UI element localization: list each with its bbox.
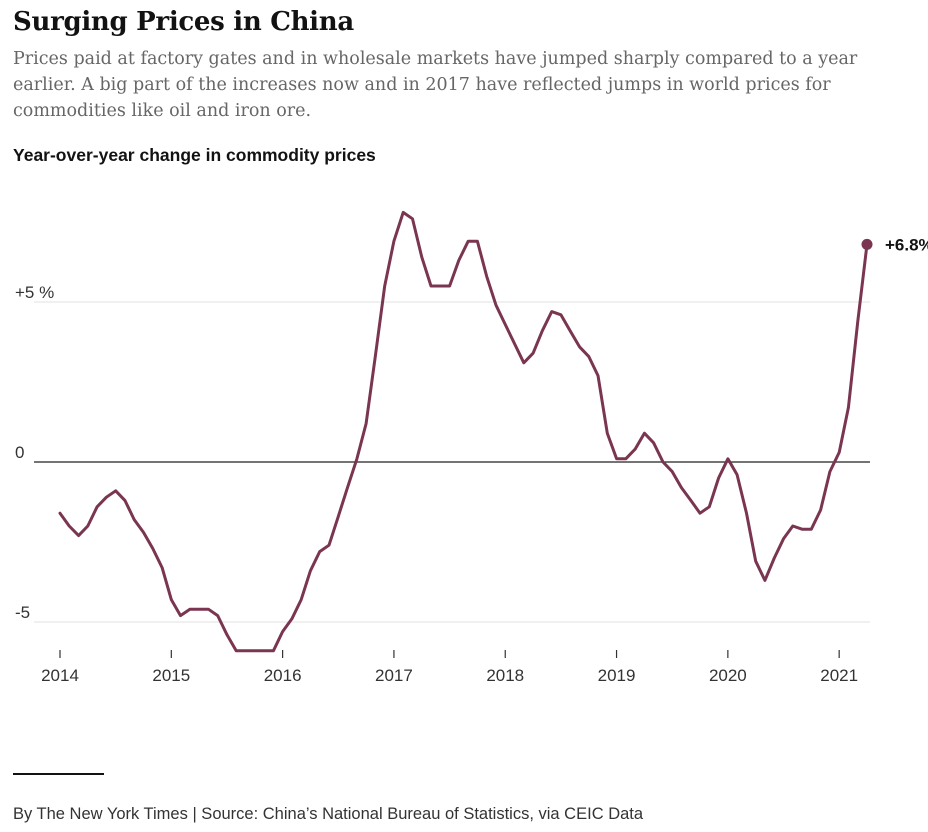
x-tick-label: 2015: [152, 666, 190, 685]
x-tick-label: 2020: [709, 666, 747, 685]
end-point-marker: [861, 238, 873, 250]
x-tick-label: 2021: [820, 666, 858, 685]
line-chart: 2014 2015 2016 2017 2018 2019 2020 2021 +5 % 0 -5…: [15, 210, 928, 685]
x-tick-label: 2017: [375, 666, 413, 685]
x-tick-label: 2018: [486, 666, 524, 685]
annotation-layer: +6.8%: [861, 235, 928, 254]
x-axis: 2014 2015 2016 2017 2018 2019 2020 2021: [41, 650, 858, 685]
y-axis: +5 % 0 -5: [15, 283, 54, 622]
y-tick-label: -5: [15, 603, 30, 622]
chart-subtitle: Prices paid at factory gates and in whol…: [13, 49, 858, 121]
series-layer: [58, 210, 869, 653]
footer-rule: [13, 773, 104, 775]
x-tick-label: 2019: [598, 666, 636, 685]
gridlines: [34, 301, 870, 623]
series-line: [58, 210, 869, 653]
y-tick-label: +5 %: [15, 283, 54, 302]
x-tick-label: 2014: [41, 666, 79, 685]
chart-label: Year-over-year change in commodity price…: [13, 145, 376, 165]
y-tick-label: 0: [15, 443, 24, 462]
end-value-label: +6.8%: [885, 235, 928, 254]
chart-title: Surging Prices in China: [13, 7, 354, 37]
source-credit: By The New York Times | Source: China’s …: [13, 805, 644, 823]
x-tick-label: 2016: [264, 666, 302, 685]
